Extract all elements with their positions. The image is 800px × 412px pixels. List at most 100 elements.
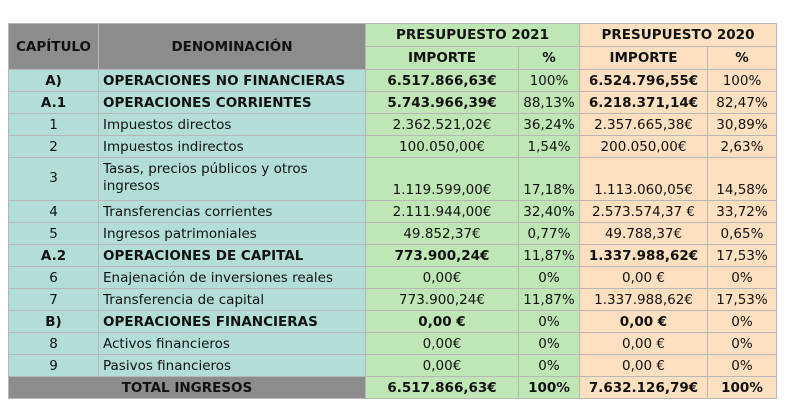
cell-capitulo: 5: [8, 222, 99, 245]
table-row: 1 Impuestos directos 2.362.521,02€ 36,24…: [8, 113, 777, 136]
table-row: 6 Enajenación de inversiones reales 0,00…: [8, 266, 777, 289]
table-row: 9 Pasivos financieros 0,00€ 0% 0,00 € 0%: [8, 354, 777, 377]
cell-pct-2021: 88,13%: [518, 91, 580, 114]
total-importe-2021: 6.517.866,63€: [365, 376, 519, 399]
cell-pct-2020: 0%: [707, 354, 777, 377]
cell-importe-2021: 2.362.521,02€: [365, 113, 519, 136]
cell-denominacion: OPERACIONES DE CAPITAL: [98, 244, 366, 267]
cell-pct-2021: 36,24%: [518, 113, 580, 136]
cell-importe-2020: 1.113.060,05€: [579, 157, 708, 201]
cell-importe-2020: 6.524.796,55€: [579, 69, 708, 92]
cell-capitulo: B): [8, 310, 99, 333]
header-importe-2021: IMPORTE: [365, 46, 519, 70]
cell-importe-2020: 0,00 €: [579, 310, 708, 333]
cell-pct-2021: 11,87%: [518, 288, 580, 311]
cell-denominacion: Transferencias corrientes: [98, 200, 366, 223]
cell-pct-2020: 0%: [707, 266, 777, 289]
cell-pct-2020: 33,72%: [707, 200, 777, 223]
cell-denominacion: OPERACIONES NO FINANCIERAS: [98, 69, 366, 92]
cell-importe-2020: 0,00 €: [579, 354, 708, 377]
cell-importe-2021: 100.050,00€: [365, 135, 519, 158]
header-presupuesto-2020: PRESUPUESTO 2020: [579, 23, 777, 47]
table-row: 5 Ingresos patrimoniales 49.852,37€ 0,77…: [8, 222, 777, 245]
header-capitulo: CAPÍTULO: [8, 23, 99, 70]
header-pct-2021: %: [518, 46, 580, 70]
cell-denominacion: OPERACIONES CORRIENTES: [98, 91, 366, 114]
cell-pct-2021: 0%: [518, 266, 580, 289]
cell-capitulo: 1: [8, 113, 99, 136]
header-denominacion: DENOMINACIÓN: [98, 23, 366, 70]
cell-importe-2020: 2.573.574,37 €: [579, 200, 708, 223]
cell-importe-2021: 49.852,37€: [365, 222, 519, 245]
cell-capitulo: 7: [8, 288, 99, 311]
total-label: TOTAL INGRESOS: [8, 376, 366, 399]
cell-denominacion: Tasas, precios públicos y otros ingresos: [98, 157, 366, 201]
cell-pct-2020: 82,47%: [707, 91, 777, 114]
total-pct-2021: 100%: [518, 376, 580, 399]
cell-pct-2021: 100%: [518, 69, 580, 92]
table-row: 7 Transferencia de capital 773.900,24€ 1…: [8, 288, 777, 311]
cell-importe-2020: 1.337.988,62€: [579, 244, 708, 267]
cell-importe-2020: 0,00 €: [579, 266, 708, 289]
cell-importe-2020: 6.218.371,14€: [579, 91, 708, 114]
cell-denominacion: Activos financieros: [98, 332, 366, 355]
cell-pct-2020: 2,63%: [707, 135, 777, 158]
cell-importe-2020: 2.357.665,38€: [579, 113, 708, 136]
cell-denominacion: Impuestos directos: [98, 113, 366, 136]
cell-capitulo: 6: [8, 266, 99, 289]
cell-pct-2021: 11,87%: [518, 244, 580, 267]
cell-pct-2021: 0%: [518, 354, 580, 377]
table-row: A.2 OPERACIONES DE CAPITAL 773.900,24€ 1…: [8, 244, 777, 267]
header-importe-2020: IMPORTE: [579, 46, 708, 70]
cell-pct-2020: 0%: [707, 310, 777, 333]
cell-denominacion: Ingresos patrimoniales: [98, 222, 366, 245]
cell-denominacion: Pasivos financieros: [98, 354, 366, 377]
cell-importe-2020: 0,00 €: [579, 332, 708, 355]
total-importe-2020: 7.632.126,79€: [579, 376, 708, 399]
table-row: A) OPERACIONES NO FINANCIERAS 6.517.866,…: [8, 69, 777, 92]
cell-importe-2021: 0,00€: [365, 266, 519, 289]
cell-pct-2020: 100%: [707, 69, 777, 92]
cell-pct-2020: 17,53%: [707, 288, 777, 311]
cell-pct-2020: 14,58%: [707, 157, 777, 201]
cell-importe-2020: 200.050,00€: [579, 135, 708, 158]
header-pct-2020: %: [707, 46, 777, 70]
cell-capitulo: A): [8, 69, 99, 92]
cell-capitulo: A.2: [8, 244, 99, 267]
cell-pct-2020: 0%: [707, 332, 777, 355]
table-row: 8 Activos financieros 0,00€ 0% 0,00 € 0%: [8, 332, 777, 355]
cell-pct-2021: 32,40%: [518, 200, 580, 223]
table-row: A.1 OPERACIONES CORRIENTES 5.743.966,39€…: [8, 91, 777, 114]
cell-pct-2021: 1,54%: [518, 135, 580, 158]
cell-importe-2021: 773.900,24€: [365, 244, 519, 267]
table-row: 3 Tasas, precios públicos y otros ingres…: [8, 157, 777, 201]
table-row: 4 Transferencias corrientes 2.111.944,00…: [8, 200, 777, 223]
cell-importe-2021: 1.119.599,00€: [365, 157, 519, 201]
cell-importe-2021: 0,00 €: [365, 310, 519, 333]
cell-denominacion: Transferencia de capital: [98, 288, 366, 311]
cell-capitulo: 4: [8, 200, 99, 223]
cell-importe-2021: 773.900,24€: [365, 288, 519, 311]
cell-importe-2021: 5.743.966,39€: [365, 91, 519, 114]
cell-capitulo: 3: [8, 157, 99, 201]
cell-pct-2021: 0%: [518, 332, 580, 355]
cell-importe-2021: 0,00€: [365, 332, 519, 355]
cell-capitulo: A.1: [8, 91, 99, 114]
cell-pct-2021: 17,18%: [518, 157, 580, 201]
total-pct-2020: 100%: [707, 376, 777, 399]
cell-capitulo: 9: [8, 354, 99, 377]
cell-denominacion: OPERACIONES FINANCIERAS: [98, 310, 366, 333]
table-row: 2 Impuestos indirectos 100.050,00€ 1,54%…: [8, 135, 777, 158]
cell-importe-2021: 2.111.944,00€: [365, 200, 519, 223]
cell-importe-2021: 6.517.866,63€: [365, 69, 519, 92]
cell-capitulo: 8: [8, 332, 99, 355]
cell-pct-2020: 0,65%: [707, 222, 777, 245]
cell-pct-2020: 17,53%: [707, 244, 777, 267]
cell-pct-2021: 0%: [518, 310, 580, 333]
cell-capitulo: 2: [8, 135, 99, 158]
cell-importe-2020: 49.788,37€: [579, 222, 708, 245]
cell-pct-2020: 30,89%: [707, 113, 777, 136]
cell-denominacion: Enajenación de inversiones reales: [98, 266, 366, 289]
cell-importe-2021: 0,00€: [365, 354, 519, 377]
cell-pct-2021: 0,77%: [518, 222, 580, 245]
